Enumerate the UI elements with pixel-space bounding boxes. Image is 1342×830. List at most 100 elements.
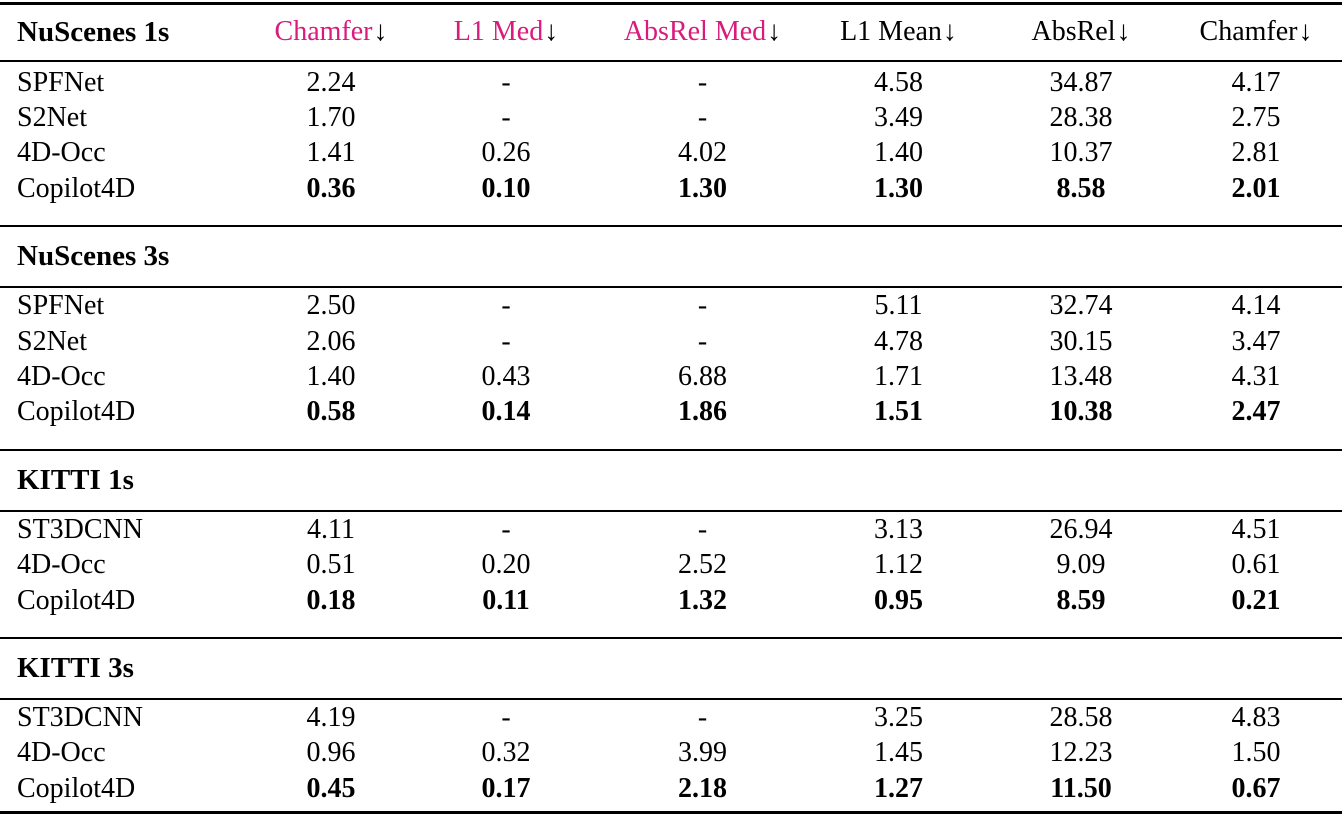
empty-cell [600,450,805,511]
column-header-chamfer-2: Chamfer↓ [1170,4,1342,61]
metric-value: 1.45 [874,737,923,769]
metric-value: 1.86 [678,396,727,428]
metric-value: 4.02 [678,137,727,169]
results-table: NuScenes 1s Chamfer↓ L1 Med↓ AbsRel Med↓… [0,2,1342,815]
metric-value: 1.71 [874,360,923,392]
metric-value: 4.14 [1231,290,1281,322]
metric-value: 2.75 [1231,101,1281,133]
metric-value: 9.09 [1056,549,1106,581]
column-header-absrel-med: AbsRel Med↓ [600,4,805,61]
table-row-copilot4d: Copilot4D 0.36 0.10 1.30 1.30 8.58 2.01 [0,171,1342,226]
metric-value: 28.38 [1049,101,1113,133]
metric-value: - [501,290,511,322]
metric-value: 34.87 [1049,66,1113,98]
column-header-l1-mean: L1 Mean↓ [805,4,992,61]
empty-cell [1170,638,1342,699]
column-header-label: Chamfer [274,16,373,48]
metric-value: 0.43 [481,360,531,392]
metric-value: 1.12 [874,549,923,581]
metric-value: - [501,66,511,98]
metric-value: - [697,290,708,322]
empty-cell [992,450,1170,511]
metric-value: 4.31 [1231,360,1281,392]
model-name: Copilot4D [17,396,136,428]
metric-value: 10.38 [1049,396,1113,428]
metric-value: 0.96 [306,737,356,769]
table-row-copilot4d: Copilot4D 0.58 0.14 1.86 1.51 10.38 2.47 [0,394,1342,449]
metric-value: 0.21 [1231,584,1281,616]
metric-value: 3.47 [1231,325,1281,357]
empty-cell [805,638,992,699]
model-name: ST3DCNN [17,701,144,733]
model-name: SPFNet [17,66,105,98]
column-header-label: L1 Mean [840,16,942,48]
model-name: SPFNet [17,290,105,322]
section-title-kitti-1s: KITTI 1s [17,463,134,496]
metric-value: 4.17 [1231,66,1281,98]
empty-cell [250,638,412,699]
table-row-s2net: S2Net 2.06 - - 4.78 30.15 3.47 [0,324,1342,359]
metric-value: 0.20 [481,549,531,581]
metric-value: 0.58 [306,396,356,428]
table-row-4d-occ: 4D-Occ 0.96 0.32 3.99 1.45 12.23 1.50 [0,735,1342,770]
table-row-s2net: S2Net 1.70 - - 3.49 28.38 2.75 [0,100,1342,135]
table-row-spfnet: SPFNet 2.50 - - 5.11 32.74 4.14 [0,287,1342,323]
metric-value: 0.14 [481,396,531,428]
metric-value: 30.15 [1049,325,1113,357]
section-title-nuscenes-3s: NuScenes 3s [17,240,170,273]
table-row-4d-occ: 4D-Occ 0.51 0.20 2.52 1.12 9.09 0.61 [0,547,1342,582]
model-name: 4D-Occ [17,737,106,769]
metric-value: 3.49 [874,101,923,133]
metric-value: 26.94 [1049,513,1113,545]
section-header-row: KITTI 3s [0,638,1342,699]
table-row-copilot4d: Copilot4D 0.18 0.11 1.32 0.95 8.59 0.21 [0,583,1342,638]
empty-cell [412,638,600,699]
metric-value: - [501,513,511,545]
metric-value: - [697,701,708,733]
metric-value: 2.18 [678,772,727,804]
metric-value: 2.01 [1231,172,1281,204]
model-name: Copilot4D [17,584,136,616]
metric-value: 4.51 [1231,513,1281,545]
empty-cell [992,226,1170,287]
metric-value: - [501,325,511,357]
column-header-label: Chamfer [1199,16,1298,48]
section-nuscenes-1s: SPFNet 2.24 - - 4.58 34.87 4.17 S2Net 1.… [0,60,1342,227]
metric-value: 2.52 [678,549,727,581]
metric-value: 1.51 [874,396,923,428]
down-arrow-icon: ↓ [373,16,388,48]
table-row-st3dcnn: ST3DCNN 4.11 - - 3.13 26.94 4.51 [0,511,1342,547]
metric-value: 1.40 [874,137,923,169]
metric-value: - [697,513,708,545]
empty-cell [805,226,992,287]
column-header-label: AbsRel Med [623,16,767,48]
metric-value: 4.11 [307,513,355,545]
metric-value: 3.99 [678,737,727,769]
column-header-chamfer: Chamfer↓ [250,4,412,61]
metric-value: 2.81 [1231,137,1281,169]
metric-value: 1.70 [306,101,356,133]
metric-value: 1.41 [306,137,356,169]
empty-cell [1170,226,1342,287]
metric-value: 8.58 [1056,172,1106,204]
metric-value: 0.11 [482,584,530,616]
metric-value: 4.78 [874,325,923,357]
metric-value: 3.13 [874,513,923,545]
model-name: S2Net [17,325,87,357]
metric-value: 1.27 [874,772,923,804]
metric-value: 1.32 [678,584,727,616]
section-kitti-1s: KITTI 1s ST3DCNN 4.11 - - 3.13 26.94 4.5… [0,449,1342,638]
section-title-nuscenes-1s: NuScenes 1s [17,15,170,48]
metric-value: 12.23 [1049,737,1113,769]
column-header-l1-med: L1 Med↓ [412,4,600,61]
table-row-spfnet: SPFNet 2.24 - - 4.58 34.87 4.17 [0,61,1342,100]
metric-value: 32.74 [1049,290,1113,322]
column-header-absrel: AbsRel↓ [992,4,1170,61]
empty-cell [600,226,805,287]
metric-value: 10.37 [1049,137,1113,169]
model-name: ST3DCNN [17,513,144,545]
down-arrow-icon: ↓ [767,16,782,48]
empty-cell [412,226,600,287]
column-header-label: L1 Med [453,16,544,48]
empty-cell [250,226,412,287]
